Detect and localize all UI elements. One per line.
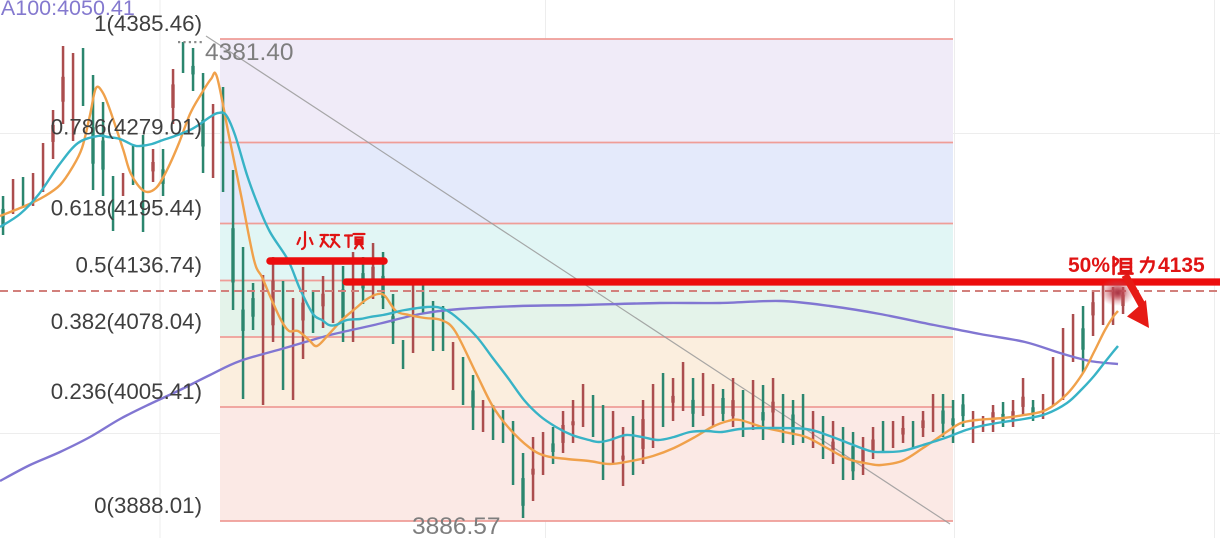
svg-text:50%: 50% xyxy=(1068,254,1110,277)
svg-text:MA100:4050.41: MA100:4050.41 xyxy=(0,0,135,20)
svg-text:4135: 4135 xyxy=(1158,254,1205,277)
svg-text:1(4385.46): 1(4385.46) xyxy=(94,11,202,36)
svg-text:4381.40: 4381.40 xyxy=(205,39,294,66)
svg-text:0.618(4195.44): 0.618(4195.44) xyxy=(51,196,202,221)
svg-text:0(3888.01): 0(3888.01) xyxy=(94,493,202,518)
svg-text:0.5(4136.74): 0.5(4136.74) xyxy=(76,253,202,278)
svg-text:0.236(4005.41): 0.236(4005.41) xyxy=(51,379,202,404)
svg-text:3886.57: 3886.57 xyxy=(412,513,501,538)
svg-text:0.786(4279.01): 0.786(4279.01) xyxy=(51,115,202,140)
svg-text:0.382(4078.04): 0.382(4078.04) xyxy=(51,309,202,334)
